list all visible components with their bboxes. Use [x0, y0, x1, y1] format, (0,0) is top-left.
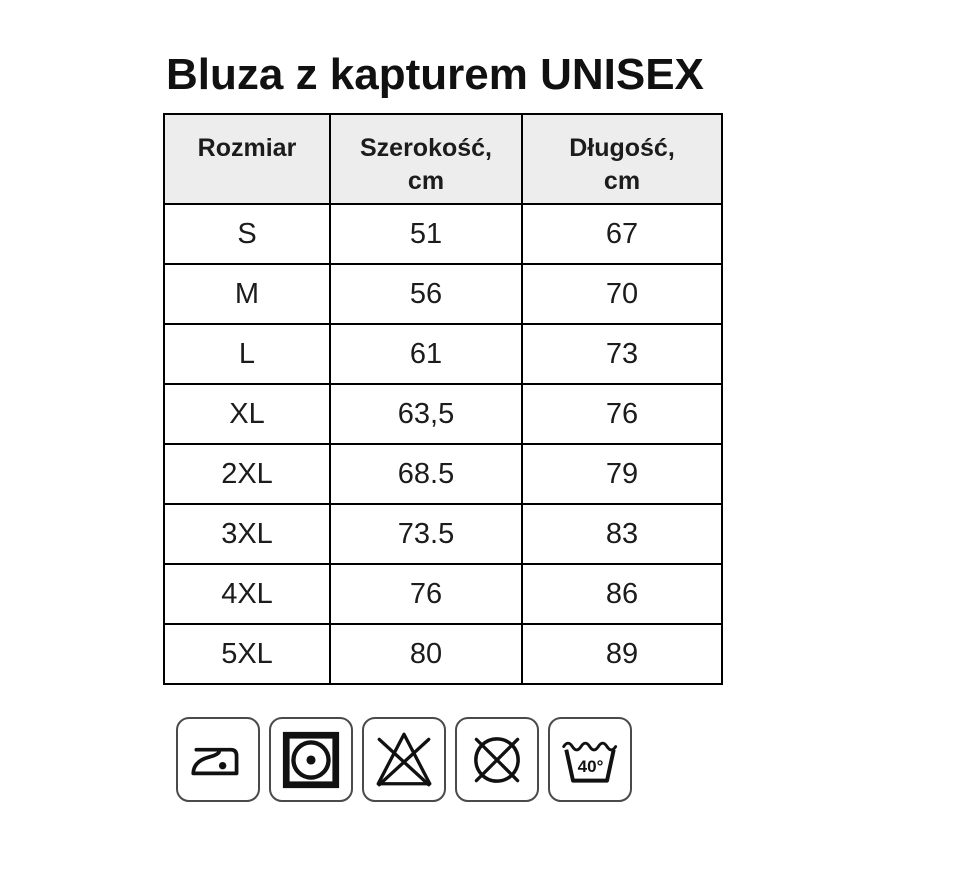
header-line: Rozmiar: [197, 134, 297, 162]
table-row: L 61 73: [163, 323, 723, 385]
header-rozmiar: Rozmiar: [163, 113, 331, 205]
table-row: 2XL 68.5 79: [163, 443, 723, 505]
care-symbol-iron: [176, 717, 260, 802]
care-symbol-wash-40: 40°: [548, 717, 632, 802]
care-symbol-tumble-dry: [269, 717, 353, 802]
size-cell: 4XL: [163, 563, 331, 625]
do-not-bleach-icon: [376, 732, 432, 786]
size-cell: S: [163, 203, 331, 265]
length-cell: 83: [521, 503, 723, 565]
width-cell: 61: [329, 323, 523, 385]
table-row: 3XL 73.5 83: [163, 503, 723, 565]
table-header-row: Rozmiar Szerokość, cm Długość, cm: [163, 113, 723, 205]
iron-icon: [191, 747, 239, 775]
header-line: Długość,: [569, 134, 675, 162]
header-line: cm: [603, 167, 641, 195]
width-cell: 73.5: [329, 503, 523, 565]
size-cell: 5XL: [163, 623, 331, 685]
header-line: cm: [407, 167, 445, 195]
width-cell: 76: [329, 563, 523, 625]
table-row: 4XL 76 86: [163, 563, 723, 625]
size-cell: 3XL: [163, 503, 331, 565]
length-cell: 73: [521, 323, 723, 385]
header-line: Szerokość,: [359, 134, 492, 162]
width-cell: 68.5: [329, 443, 523, 505]
wash-40-icon: 40°: [562, 741, 618, 783]
width-cell: 80: [329, 623, 523, 685]
tumble-dry-icon: [282, 731, 340, 788]
size-cell: M: [163, 263, 331, 325]
size-table: Rozmiar Szerokość, cm Długość, cm S 51 6…: [163, 113, 723, 685]
length-cell: 76: [521, 383, 723, 445]
table-row: M 56 70: [163, 263, 723, 325]
length-cell: 79: [521, 443, 723, 505]
table-row: XL 63,5 76: [163, 383, 723, 445]
wash-temperature-label: 40°: [578, 756, 604, 775]
width-cell: 51: [329, 203, 523, 265]
care-symbol-do-not-bleach: [362, 717, 446, 802]
size-cell: XL: [163, 383, 331, 445]
size-cell: 2XL: [163, 443, 331, 505]
length-cell: 86: [521, 563, 723, 625]
size-cell: L: [163, 323, 331, 385]
header-szerokosc: Szerokość, cm: [329, 113, 523, 205]
width-cell: 63,5: [329, 383, 523, 445]
length-cell: 67: [521, 203, 723, 265]
table-row: S 51 67: [163, 203, 723, 265]
page-title: Bluza z kapturem UNISEX: [166, 50, 704, 99]
header-dlugosc: Długość, cm: [521, 113, 723, 205]
care-symbols-row: 40°: [176, 717, 632, 802]
length-cell: 89: [521, 623, 723, 685]
length-cell: 70: [521, 263, 723, 325]
table-row: 5XL 80 89: [163, 623, 723, 685]
do-not-dry-clean-icon: [474, 736, 520, 783]
width-cell: 56: [329, 263, 523, 325]
care-symbol-do-not-dry-clean: [455, 717, 539, 802]
